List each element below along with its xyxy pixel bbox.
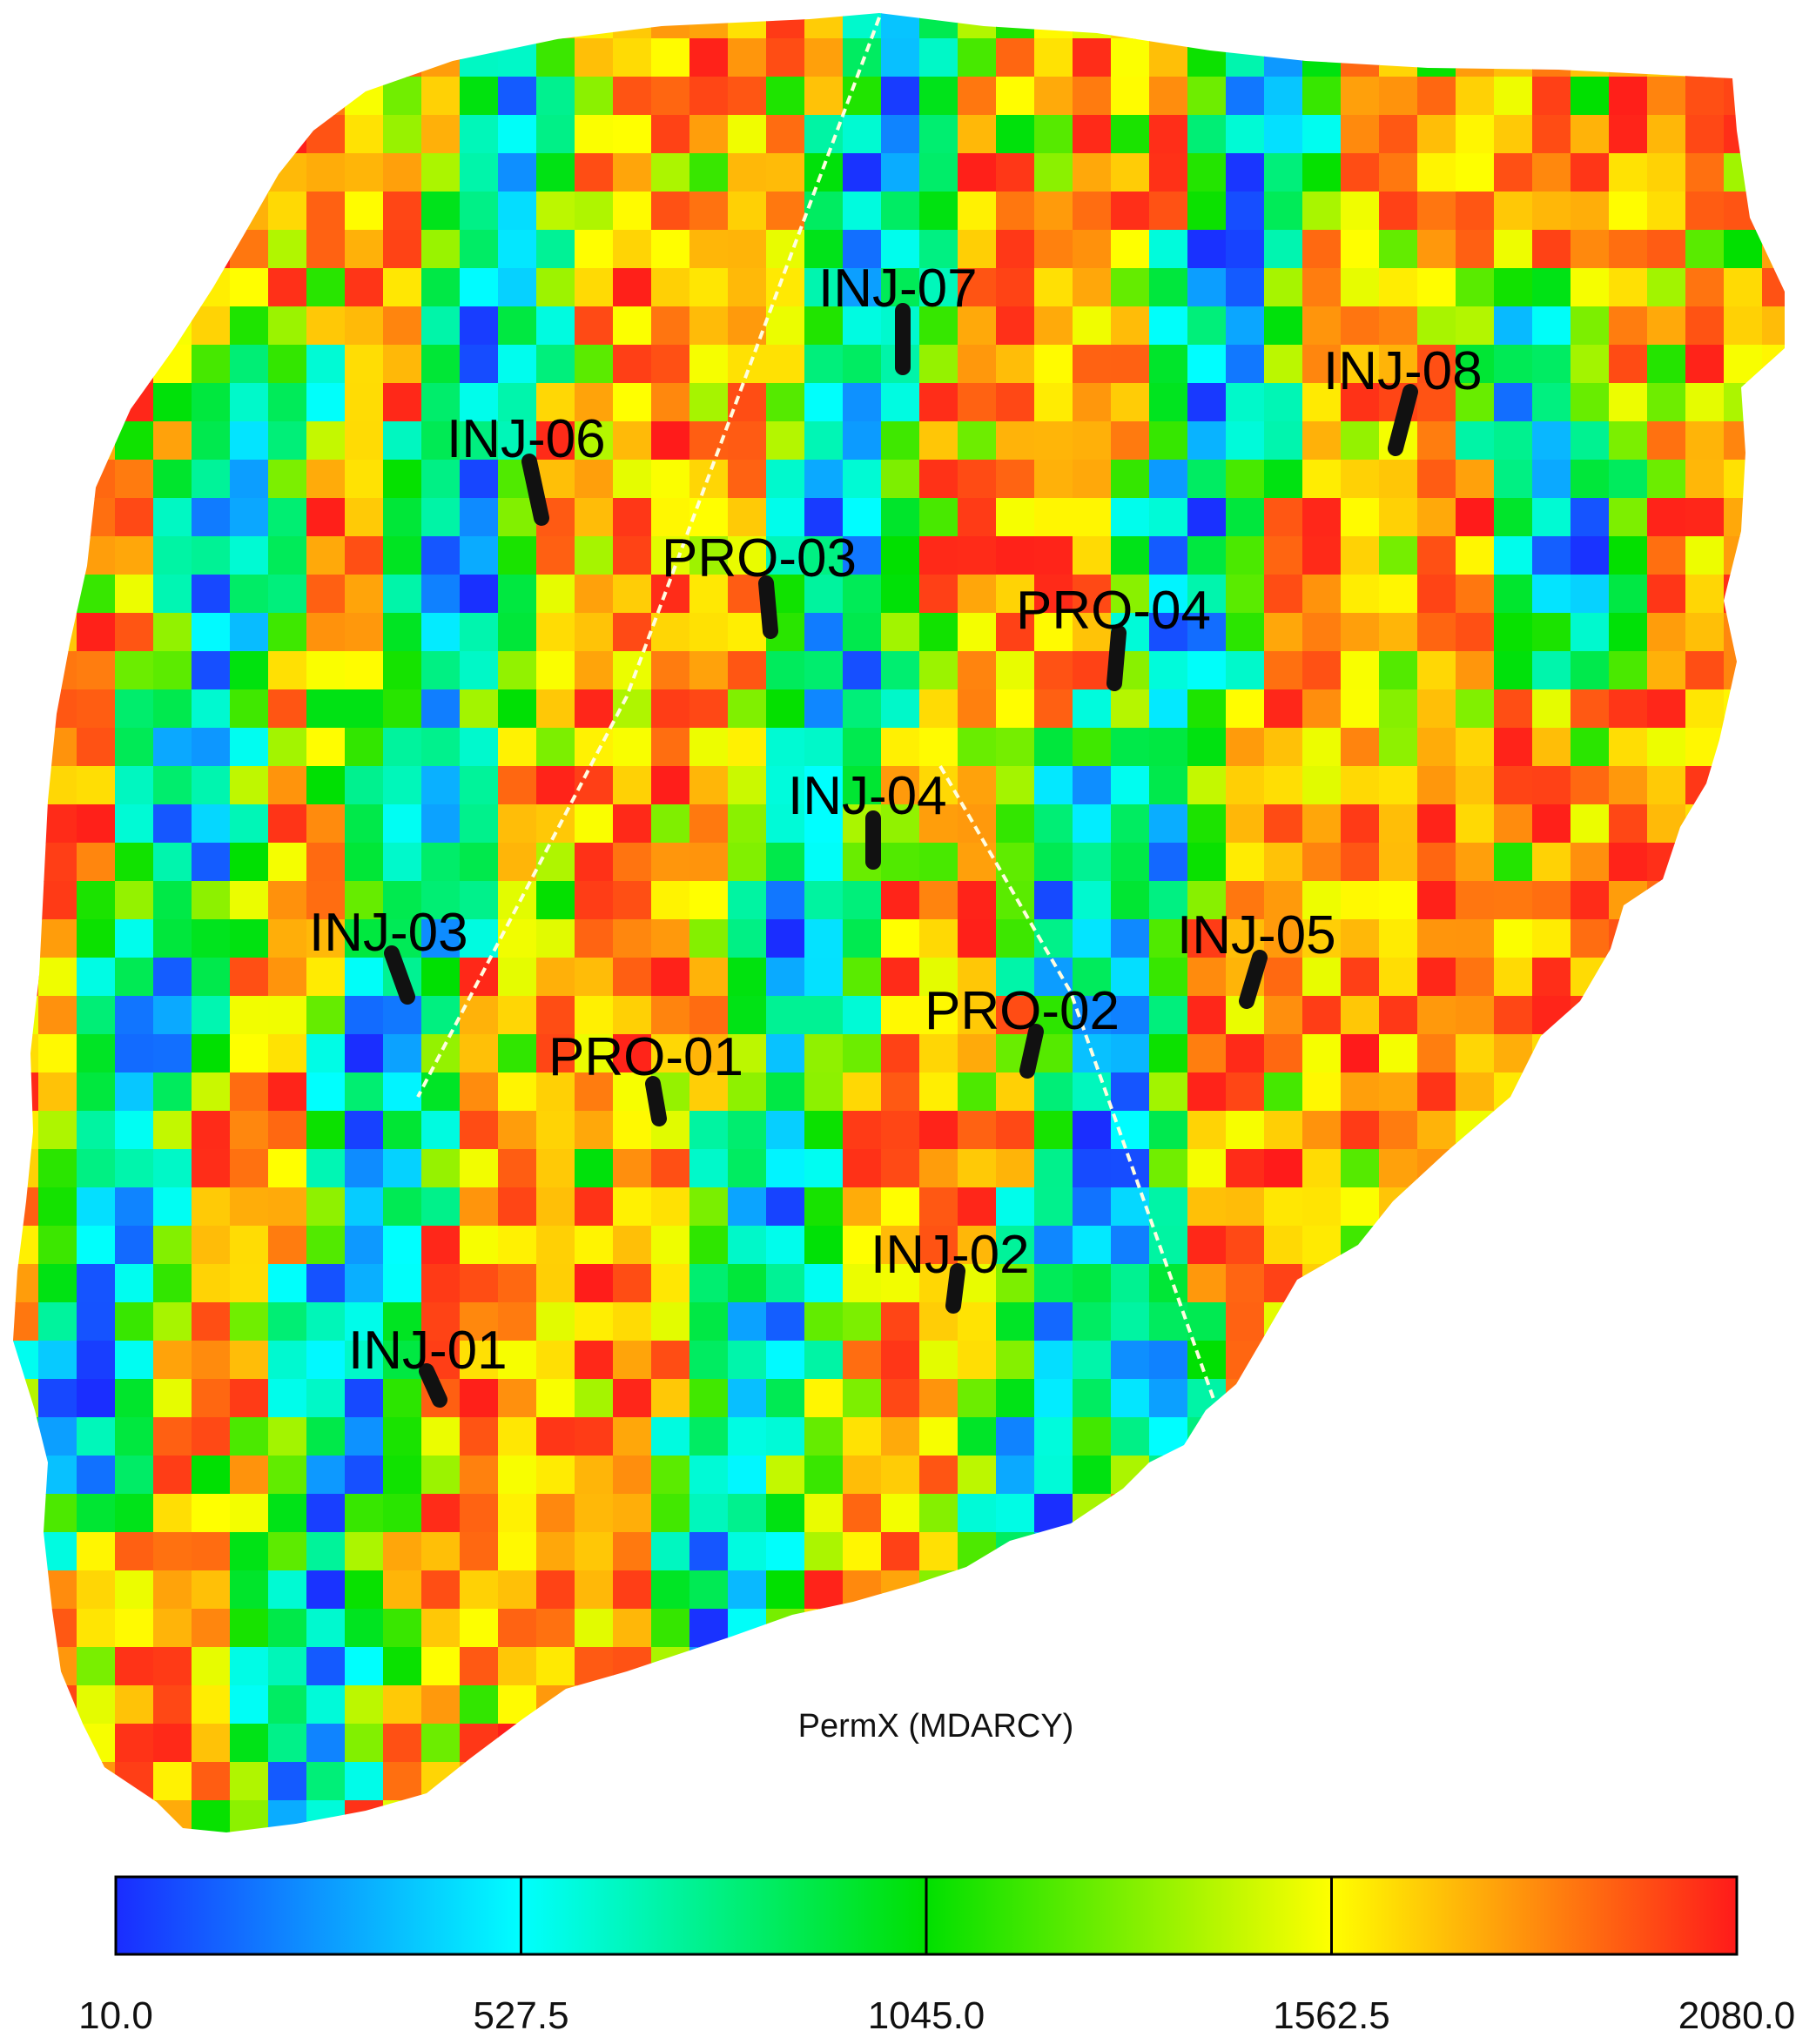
wells-layer: INJ-01 INJ-02 INJ-03 INJ-04 INJ-05 INJ-06 INJ-… bbox=[309, 259, 1483, 1408]
well-inj-05[interactable]: INJ-05 bbox=[1177, 905, 1336, 1009]
well-label-pro-01: PRO-01 bbox=[548, 1027, 743, 1087]
colorbar-ticks: 10.0 527.5 1045.0 1562.5 2080.0 bbox=[78, 1877, 1795, 2037]
well-inj-07[interactable]: INJ-07 bbox=[818, 259, 978, 375]
well-marker-inj-01 bbox=[419, 1363, 447, 1408]
well-inj-04[interactable]: INJ-04 bbox=[788, 766, 947, 870]
colorbar-tick-label-1: 527.5 bbox=[473, 1994, 568, 2037]
well-label-inj-03: INJ-03 bbox=[309, 903, 468, 963]
well-pro-03[interactable]: PRO-03 bbox=[662, 528, 857, 639]
well-pro-04[interactable]: PRO-04 bbox=[1016, 581, 1211, 691]
well-marker-pro-02 bbox=[1019, 1024, 1044, 1079]
colorbar: 10.0 527.5 1045.0 1562.5 2080.0 bbox=[78, 1875, 1795, 2037]
fault-trace-1 bbox=[416, 17, 881, 1098]
well-pro-01[interactable]: PRO-01 bbox=[548, 1027, 743, 1126]
well-marker-inj-02 bbox=[945, 1263, 965, 1314]
well-label-pro-04: PRO-04 bbox=[1016, 581, 1211, 641]
well-marker-inj-06 bbox=[521, 454, 549, 526]
well-inj-03[interactable]: INJ-03 bbox=[309, 903, 468, 1005]
well-marker-inj-03 bbox=[384, 945, 415, 1005]
well-inj-08[interactable]: INJ-08 bbox=[1323, 341, 1483, 456]
well-marker-pro-04 bbox=[1106, 625, 1127, 691]
well-label-pro-03: PRO-03 bbox=[662, 528, 857, 588]
fault-lines bbox=[416, 17, 1216, 1402]
colorbar-tick-label-4: 2080.0 bbox=[1678, 1994, 1796, 2037]
well-label-inj-02: INJ-02 bbox=[871, 1225, 1030, 1285]
well-label-inj-06: INJ-06 bbox=[447, 409, 606, 469]
colorbar-tick-label-3: 1562.5 bbox=[1273, 1994, 1390, 2037]
well-label-inj-08: INJ-08 bbox=[1323, 341, 1483, 401]
well-inj-02[interactable]: INJ-02 bbox=[871, 1225, 1030, 1314]
well-marker-pro-01 bbox=[645, 1076, 667, 1126]
well-label-inj-07: INJ-07 bbox=[818, 259, 978, 319]
well-inj-06[interactable]: INJ-06 bbox=[447, 409, 606, 526]
well-marker-inj-05 bbox=[1239, 950, 1268, 1009]
fault-trace-2 bbox=[938, 765, 1216, 1402]
colorbar-tick-label-0: 10.0 bbox=[78, 1994, 153, 2037]
property-label: PermX (MDARCY) bbox=[798, 1708, 1074, 1745]
well-pro-02[interactable]: PRO-02 bbox=[925, 981, 1120, 1079]
well-label-pro-02: PRO-02 bbox=[925, 981, 1120, 1041]
well-marker-inj-08 bbox=[1388, 384, 1418, 456]
well-marker-pro-03 bbox=[758, 575, 778, 639]
well-label-inj-04: INJ-04 bbox=[788, 766, 947, 826]
well-label-inj-05: INJ-05 bbox=[1177, 905, 1336, 965]
well-label-inj-01: INJ-01 bbox=[348, 1321, 508, 1381]
colorbar-tick-label-2: 1045.0 bbox=[868, 1994, 985, 2037]
well-inj-01[interactable]: INJ-01 bbox=[348, 1321, 508, 1408]
